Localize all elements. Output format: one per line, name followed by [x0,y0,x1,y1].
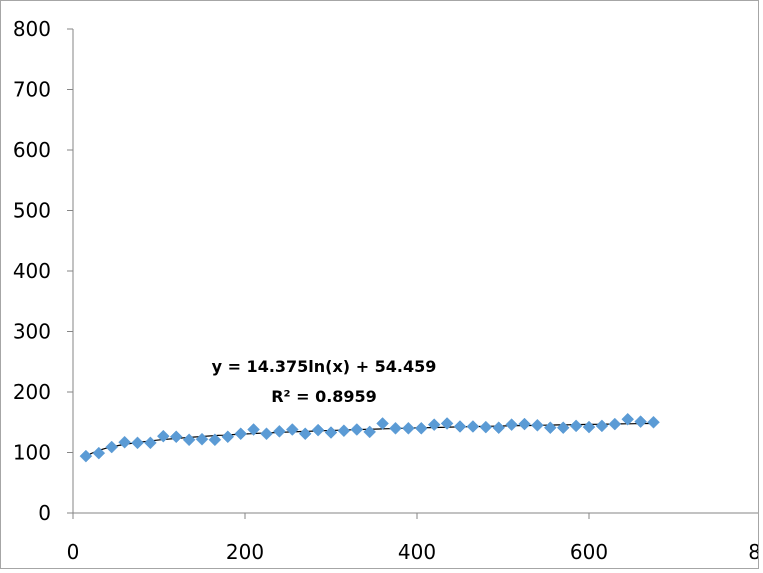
y-axis-tick-labels: 0 100 200 300 400 500 600 700 800 [13,17,51,525]
data-point [285,423,299,436]
data-point [234,427,248,441]
data-point [634,415,647,428]
data-points [79,412,660,463]
data-point [311,423,325,437]
data-point [92,446,106,460]
data-point [492,421,506,435]
x-tick-label: 0 [67,540,80,564]
data-point [569,419,583,433]
x-tick-label: 600 [570,540,608,564]
data-point [608,417,622,431]
data-point [260,427,273,441]
data-point [273,424,286,438]
axes [67,28,758,519]
y-tick-label: 600 [13,138,51,162]
data-point [247,423,260,436]
data-point [595,419,609,433]
y-tick-label: 800 [13,17,51,41]
data-point [79,449,93,463]
data-point [298,427,312,441]
data-point [414,421,428,435]
y-tick-label: 300 [13,320,51,344]
data-point [466,420,480,433]
x-tick-label: 200 [226,540,264,564]
trendline-equation: y = 14.375ln(x) + 54.459 [212,357,437,376]
data-point [389,421,402,435]
data-point [324,426,338,439]
y-tick-label: 700 [13,78,51,102]
data-point [479,420,493,434]
data-point [131,436,144,450]
data-point [350,423,364,436]
data-point [647,415,660,429]
y-tick-label: 400 [13,259,51,283]
data-point [105,440,119,454]
y-tick-label: 0 [38,501,51,525]
data-point [621,412,635,426]
data-point [169,430,183,444]
y-tick-label: 500 [13,199,51,223]
data-point [440,417,454,430]
data-point [453,420,467,433]
data-point [363,425,377,439]
data-point [427,418,441,432]
data-point [531,418,544,432]
data-point [376,417,389,430]
data-point [518,417,531,431]
data-point [221,430,235,444]
data-point [402,421,415,435]
data-point [118,435,131,449]
data-point [144,436,157,450]
x-tick-label: 80 [748,540,758,564]
r-squared-label: R² = 0.8959 [271,387,377,406]
data-point [337,424,351,438]
data-point [182,433,196,447]
x-axis-tick-labels: 0 200 400 600 80 [67,540,758,564]
data-point [543,421,557,435]
data-point [556,421,570,435]
data-point [156,429,170,443]
y-tick-label: 100 [13,441,51,465]
data-point [195,432,209,446]
data-point [208,433,222,447]
x-tick-label: 400 [398,540,436,564]
y-tick-label: 200 [13,380,51,404]
data-point [505,418,518,432]
data-point [582,420,596,434]
